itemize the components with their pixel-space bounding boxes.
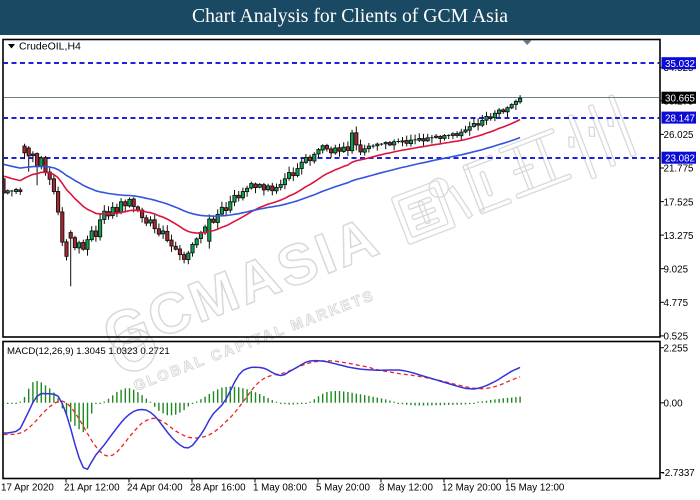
- svg-text:24 Apr 04:00: 24 Apr 04:00: [127, 483, 183, 494]
- svg-text:28.147: 28.147: [665, 113, 695, 124]
- svg-text:21.775: 21.775: [664, 164, 695, 175]
- svg-text:4.775: 4.775: [664, 298, 689, 309]
- svg-text:12 May 20:00: 12 May 20:00: [442, 483, 502, 494]
- svg-text:CrudeOIL,H4: CrudeOIL,H4: [19, 41, 81, 53]
- svg-text:-2.7337: -2.7337: [662, 468, 695, 479]
- svg-text:8 May 12:00: 8 May 12:00: [379, 483, 433, 494]
- svg-text:MACD(12,26,9) 1.3045 1.0323 0.: MACD(12,26,9) 1.3045 1.0323 0.2721: [7, 346, 170, 357]
- svg-text:23.082: 23.082: [665, 153, 695, 164]
- svg-text:5 May 20:00: 5 May 20:00: [316, 483, 370, 494]
- svg-text:13.275: 13.275: [664, 231, 695, 242]
- svg-text:17.525: 17.525: [664, 197, 695, 208]
- svg-text:1 May 08:00: 1 May 08:00: [253, 483, 307, 494]
- svg-text:0.00: 0.00: [664, 399, 684, 410]
- svg-text:21 Apr 12:00: 21 Apr 12:00: [64, 483, 120, 494]
- svg-text:35.032: 35.032: [665, 59, 695, 70]
- svg-text:9.025: 9.025: [664, 264, 689, 275]
- svg-text:26.025: 26.025: [664, 130, 695, 141]
- svg-text:15 May 12:00: 15 May 12:00: [505, 483, 565, 494]
- svg-text:17 Apr 2020: 17 Apr 2020: [1, 483, 54, 494]
- svg-text:0.525: 0.525: [664, 332, 689, 343]
- svg-text:30.665: 30.665: [665, 93, 696, 104]
- svg-text:28 Apr 16:00: 28 Apr 16:00: [190, 483, 246, 494]
- svg-text:2.255: 2.255: [664, 343, 689, 354]
